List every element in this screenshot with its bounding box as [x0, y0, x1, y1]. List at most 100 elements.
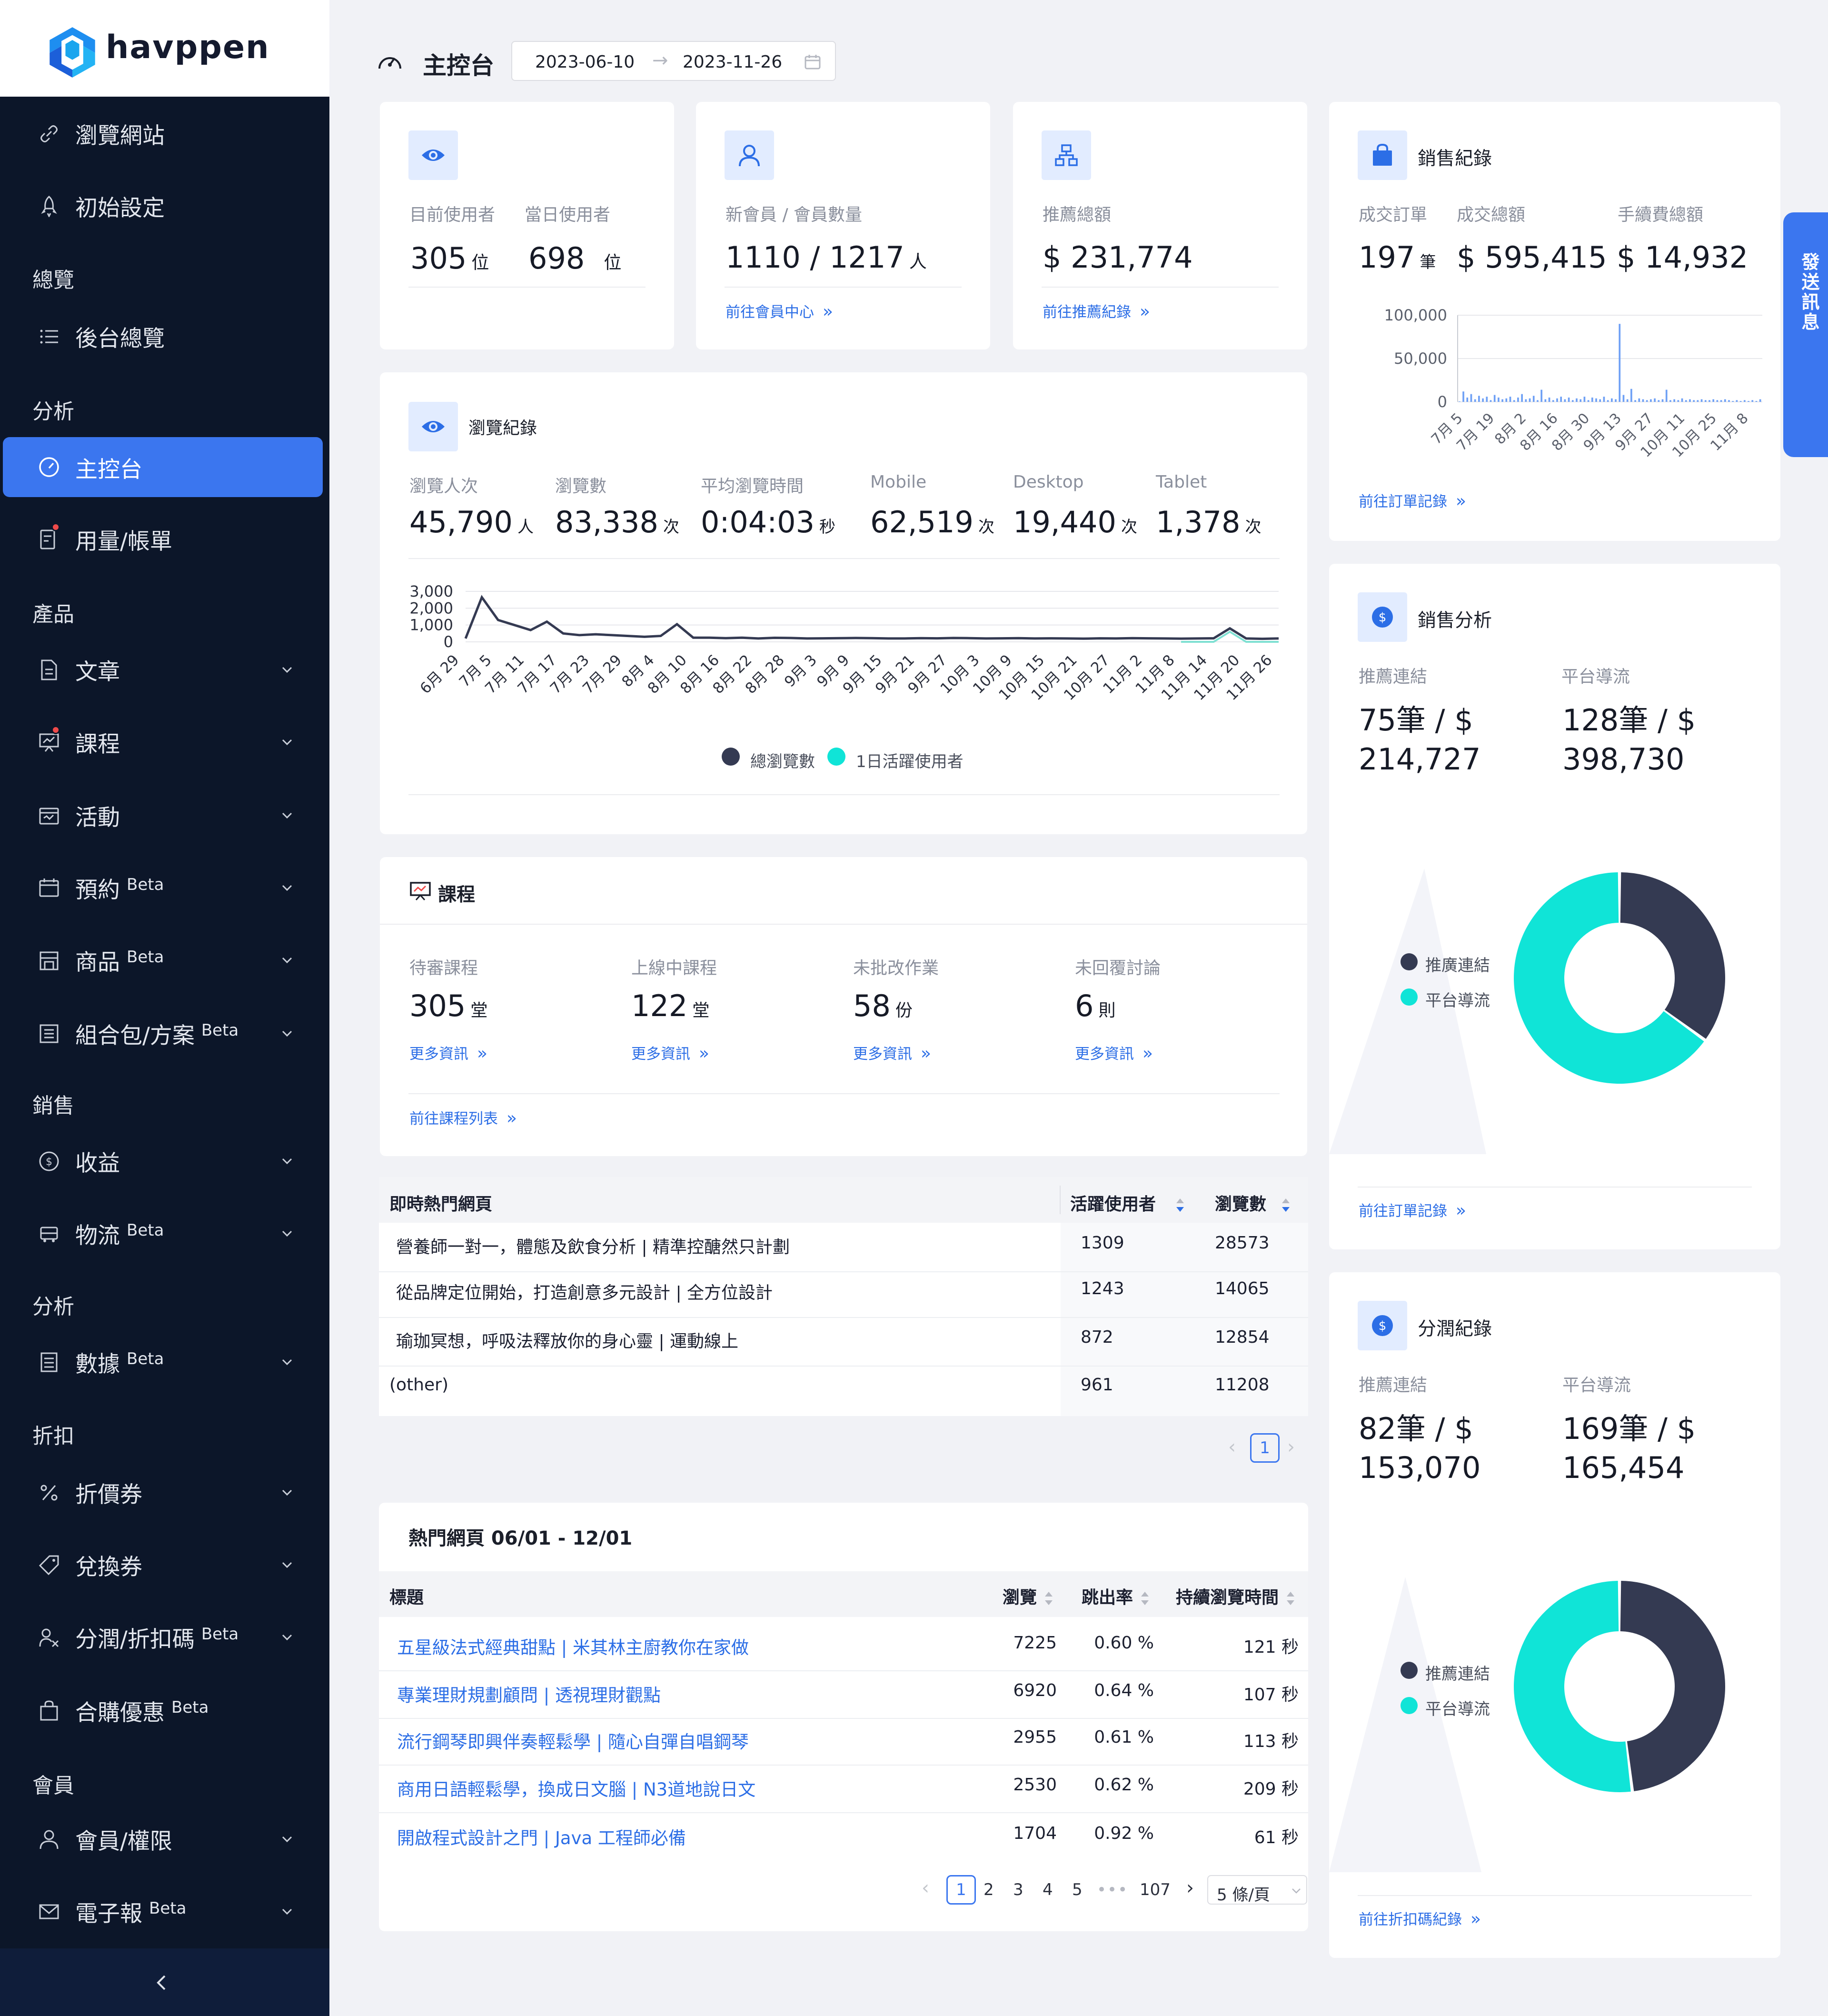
pagination-prev-icon[interactable]: ‹ [1228, 1436, 1236, 1458]
sidebar-item-vouchers[interactable]: 兌換券 [0, 1535, 329, 1595]
sidebar-item-coupons[interactable]: 折價券 [0, 1463, 329, 1522]
sidebar-item-events[interactable]: 活動 [0, 786, 329, 845]
table-row[interactable]: (other) 961 11208 [379, 1367, 1308, 1414]
sidebar-item-group-buy[interactable]: 合購優惠 Beta [0, 1681, 329, 1740]
sales-bar [1661, 399, 1664, 402]
sidebar-item-products[interactable]: 商品 Beta [0, 930, 329, 990]
date-start[interactable]: 2023-06-10 [535, 52, 635, 72]
date-range-picker[interactable]: 2023-06-10 → 2023-11-26 [511, 41, 836, 81]
referral-record-link[interactable]: 前往推薦紀錄 » [1043, 300, 1150, 321]
date-end[interactable]: 2023-11-26 [683, 52, 783, 72]
page-size-select[interactable]: 5 條/頁 [1207, 1875, 1307, 1905]
sr-plat-value-line1: 169筆 / $ [1562, 1411, 1696, 1446]
browse-avg-time-value: 0:04:03 秒 [701, 505, 835, 539]
table-row[interactable]: 從品牌定位開始，打造創意多元設計 | 全方位設計 1243 14065 [379, 1270, 1308, 1318]
hot-page-title-link[interactable]: 開啟程式設計之門 | Java 工程師必備 [397, 1828, 686, 1848]
sales-bar [1619, 324, 1621, 402]
sidebar-item-console[interactable]: 主控台 [3, 437, 323, 497]
hot-col-duration[interactable]: 持續瀏覽時間 [1176, 1584, 1296, 1608]
sidebar-item-bundles[interactable]: 組合包/方案 Beta [0, 1004, 329, 1063]
sidebar-item-bookings[interactable]: 預約 Beta [0, 858, 329, 918]
sidebar-item-data[interactable]: 數據 Beta [0, 1332, 329, 1392]
sidebar-item-initial-settings[interactable]: 初始設定 [0, 176, 329, 236]
sales-bar [1521, 394, 1523, 402]
sa-orders-link[interactable]: 前往訂單記錄 » [1359, 1199, 1466, 1220]
sidebar-item-label-wrap: 組合包/方案 Beta [75, 1017, 238, 1050]
hot-page-title-link[interactable]: 專業理財規劃顧問 | 透視理財觀點 [397, 1685, 661, 1706]
pagination-page-3[interactable]: 3 [1013, 1880, 1023, 1899]
hot-duration: 209 秒 [1243, 1779, 1299, 1799]
total-value: $ 595,415 [1457, 240, 1607, 275]
pagination-page-1[interactable]: 1 [946, 1875, 976, 1905]
sales-bar [1634, 400, 1636, 402]
hot-page-title-link[interactable]: 五星級法式經典甜點 | 米其林主廚教你在家做 [397, 1637, 749, 1658]
pagination-page-5[interactable]: 5 [1072, 1880, 1083, 1899]
orders-record-link[interactable]: 前往訂單記錄 » [1359, 489, 1466, 511]
sales-bar [1677, 400, 1679, 402]
sidebar-item-newsletter[interactable]: 電子報 Beta [0, 1882, 329, 1941]
sales-bar [1583, 397, 1586, 402]
chevron-down-icon [282, 1359, 292, 1365]
table-row[interactable]: 瑜珈冥想，呼吸法釋放你的身心靈 | 運動線上 872 12854 [379, 1319, 1308, 1367]
course-pending-more-link[interactable]: 更多資訊 » [409, 1042, 487, 1063]
hot-page-title-link[interactable]: 流行鋼琴即興伴奏輕鬆學 | 隨心自彈自唱鋼琴 [397, 1732, 749, 1752]
course-unanswered-more-link[interactable]: 更多資訊 » [1075, 1042, 1153, 1063]
users-icon-box [408, 130, 458, 180]
sales-bar [1525, 399, 1527, 402]
course-list-link[interactable]: 前往課程列表 » [409, 1107, 517, 1128]
sidebar-item-backend-overview[interactable]: 後台總覽 [0, 307, 329, 366]
live-col-views[interactable]: 瀏覽數 [1215, 1190, 1291, 1215]
course-online-label: 上線中課程 [631, 958, 717, 978]
sidebar-item-courses[interactable]: 課程 [0, 712, 329, 772]
dashboard-icon [38, 456, 60, 478]
live-active-users: 961 [1081, 1375, 1113, 1395]
pagination-next-icon[interactable]: › [1186, 1877, 1194, 1899]
collapse-sidebar-button[interactable] [0, 1948, 329, 2016]
row-divider [379, 1765, 1308, 1766]
send-message-tab[interactable]: 發送訊息 [1783, 212, 1828, 457]
sidebar-item-label-wrap: 數據 Beta [75, 1346, 164, 1378]
live-col-active-users[interactable]: 活躍使用者 [1070, 1190, 1185, 1215]
sidebar-item-revenue[interactable]: $ 收益 [0, 1131, 329, 1191]
live-page-1[interactable]: 1 [1250, 1433, 1280, 1463]
current-users-unit: 位 [471, 252, 489, 273]
course-ungraded-more-link[interactable]: 更多資訊 » [853, 1042, 931, 1063]
table-row[interactable]: 五星級法式經典甜點 | 米其林主廚教你在家做 7225 0.60 % 121 秒 [379, 1624, 1308, 1671]
hot-col-views[interactable]: 瀏覽 [1003, 1584, 1054, 1608]
sales-bar [1697, 400, 1699, 402]
members-center-link[interactable]: 前往會員中心 » [725, 300, 833, 321]
pagination-ellipsis[interactable]: ••• [1097, 1880, 1129, 1899]
chevron-down-icon [282, 885, 292, 891]
double-chevron-right-icon: » [921, 1044, 932, 1063]
browse-mobile-value: 62,519 次 [870, 505, 994, 539]
browse-mobile-number: 62,519 [870, 505, 974, 539]
sidebar-item-usage-billing[interactable]: 用量/帳單 [0, 509, 329, 569]
course-online-more-link[interactable]: 更多資訊 » [631, 1042, 709, 1063]
course-ungraded-value: 58 份 [853, 988, 913, 1023]
table-row[interactable]: 營養師一對一，體態及飲食分析 | 精準控醣然只計劃 1309 28573 [379, 1225, 1308, 1272]
pagination-page-4[interactable]: 4 [1043, 1880, 1053, 1899]
table-row[interactable]: 商用日語輕鬆學，換成日文腦 | N3道地說日文 2530 0.62 % 209 秒 [379, 1766, 1308, 1813]
pagination-page-107[interactable]: 107 [1140, 1880, 1171, 1899]
current-users-number: 305 [410, 241, 467, 276]
sr-discount-link[interactable]: 前往折扣碼紀錄 » [1359, 1907, 1481, 1929]
sidebar-item-label-wrap: 電子報 Beta [75, 1895, 186, 1928]
hot-page-title-link[interactable]: 商用日語輕鬆學，換成日文腦 | N3道地說日文 [397, 1779, 756, 1800]
table-row[interactable]: 開啟程式設計之門 | Java 工程師必備 1704 0.92 % 61 秒 [379, 1814, 1308, 1862]
sales-bar [1748, 401, 1749, 402]
sidebar-item-browse-site[interactable]: 瀏覽網站 [0, 104, 329, 163]
table-row[interactable]: 流行鋼琴即興伴奏輕鬆學 | 隨心自彈自唱鋼琴 2955 0.61 % 113 秒 [379, 1718, 1308, 1766]
hot-duration: 113 秒 [1243, 1732, 1299, 1751]
table-row[interactable]: 專業理財規劃顧問 | 透視理財觀點 6920 0.64 % 107 秒 [379, 1671, 1308, 1719]
sales-bar [1505, 398, 1508, 402]
sidebar-item-affiliate-codes[interactable]: 分潤/折扣碼 Beta [0, 1607, 329, 1667]
hot-col-bounce[interactable]: 跳出率 [1082, 1584, 1150, 1608]
pagination-page-2[interactable]: 2 [984, 1880, 994, 1899]
sidebar-item-articles[interactable]: 文章 [0, 640, 329, 699]
pagination-next-icon[interactable]: › [1287, 1436, 1295, 1458]
sales-bar [1486, 397, 1488, 402]
sidebar-item-members[interactable]: 會員/權限 [0, 1809, 329, 1869]
sidebar-item-logistics[interactable]: 物流 Beta [0, 1204, 329, 1263]
pagination-prev-icon[interactable]: ‹ [922, 1877, 929, 1899]
